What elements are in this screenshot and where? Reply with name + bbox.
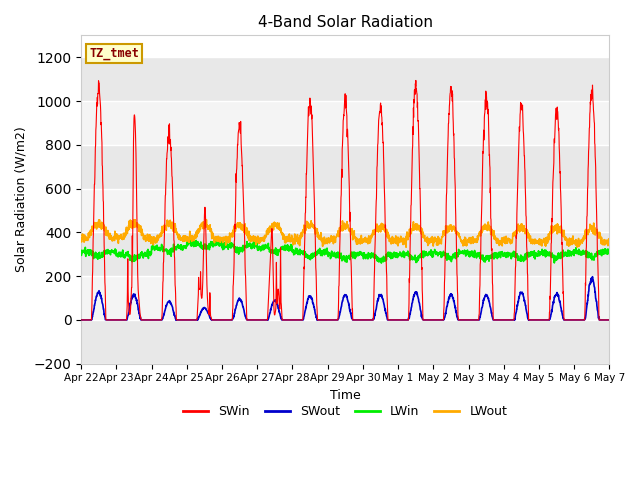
LWin — [77, 248, 85, 254]
SWin — [573, 317, 581, 323]
Title: 4-Band Solar Radiation: 4-Band Solar Radiation — [258, 15, 433, 30]
LWin — [574, 251, 582, 257]
LWout — [77, 235, 85, 241]
SWin — [372, 216, 380, 222]
Bar — [81, 276, 609, 320]
LWin — [378, 260, 385, 266]
SWin — [605, 317, 613, 323]
Y-axis label: Solar Radiation (W/m2): Solar Radiation (W/m2) — [15, 127, 28, 273]
Bar — [81, 189, 609, 232]
LWout — [372, 226, 380, 231]
SWin — [77, 317, 85, 323]
Line: LWin: LWin — [81, 238, 609, 263]
SWin — [412, 78, 420, 84]
LWout — [360, 236, 368, 241]
SWin — [225, 317, 232, 323]
SWin — [360, 317, 368, 323]
LWout — [203, 217, 211, 223]
LWin — [605, 249, 613, 254]
LWout — [499, 235, 507, 241]
SWout — [77, 317, 85, 323]
LWin — [559, 247, 567, 253]
LWin — [499, 252, 507, 258]
Line: SWout: SWout — [81, 276, 609, 320]
LWout — [574, 239, 582, 244]
Text: TZ_tmet: TZ_tmet — [89, 47, 139, 60]
SWin — [559, 280, 567, 286]
Bar — [81, 320, 609, 364]
SWout — [573, 317, 581, 323]
X-axis label: Time: Time — [330, 389, 360, 402]
SWout — [559, 312, 566, 318]
SWout — [360, 317, 368, 323]
LWin — [360, 254, 368, 260]
LWin — [186, 235, 193, 240]
SWin — [499, 317, 506, 323]
Bar — [81, 145, 609, 189]
LWout — [225, 237, 232, 243]
Line: LWout: LWout — [81, 220, 609, 247]
Bar — [81, 57, 609, 101]
Line: SWin: SWin — [81, 81, 609, 320]
SWout — [589, 274, 596, 279]
Legend: SWin, SWout, LWin, LWout: SWin, SWout, LWin, LWout — [179, 400, 512, 423]
SWout — [605, 317, 613, 323]
LWout — [559, 230, 567, 236]
Bar — [81, 232, 609, 276]
SWout — [372, 307, 380, 313]
LWin — [372, 254, 380, 260]
SWout — [225, 317, 232, 323]
Bar — [81, 101, 609, 145]
SWout — [499, 317, 506, 323]
LWout — [605, 239, 613, 244]
LWout — [402, 244, 410, 250]
LWin — [225, 243, 232, 249]
